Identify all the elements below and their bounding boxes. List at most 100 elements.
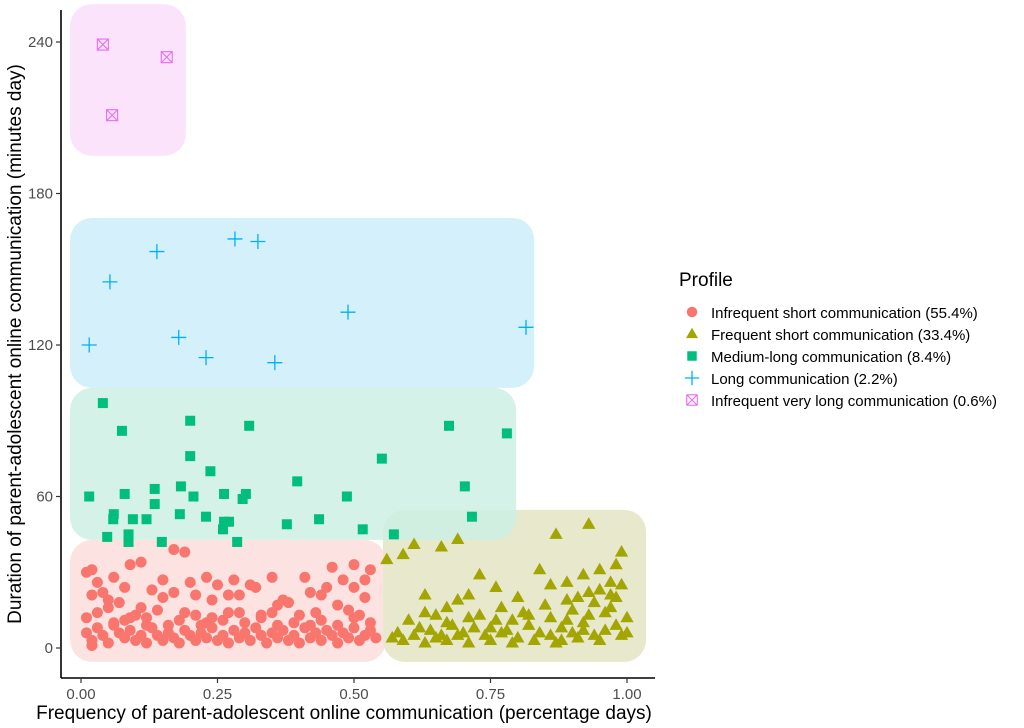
- axes: [60, 10, 655, 679]
- series-infrequent-short: [80, 544, 382, 651]
- y-tick-label: 240: [28, 34, 53, 51]
- data-point: [576, 567, 590, 580]
- data-point: [188, 491, 199, 502]
- data-point: [459, 481, 470, 492]
- data-point: [124, 624, 136, 636]
- data-point: [407, 537, 421, 550]
- data-point: [380, 552, 394, 565]
- legend-item-medium-long: Medium-long communication (8.4%): [687, 349, 951, 366]
- data-point: [440, 600, 454, 613]
- data-point: [407, 628, 421, 640]
- data-point: [292, 476, 303, 487]
- data-point: [222, 607, 234, 619]
- y-tick-label: 0: [45, 640, 53, 657]
- data-point: [396, 633, 410, 645]
- data-point: [483, 620, 498, 633]
- data-point: [255, 629, 267, 641]
- data-point: [272, 632, 284, 644]
- legend-label: Medium-long communication (8.4%): [711, 349, 951, 366]
- data-point: [593, 582, 607, 595]
- y-ticks: 0 60 120 180 240: [28, 34, 61, 657]
- data-point: [412, 620, 427, 633]
- data-point: [511, 630, 525, 643]
- data-point: [532, 562, 547, 575]
- data-point: [86, 589, 98, 601]
- data-point: [123, 536, 134, 547]
- data-point: [156, 536, 167, 547]
- data-point: [343, 604, 355, 616]
- data-point: [293, 609, 305, 621]
- data-point: [108, 619, 120, 631]
- data-point: [332, 599, 344, 611]
- data-point: [321, 581, 333, 593]
- data-point: [467, 620, 481, 633]
- data-point: [146, 622, 158, 634]
- data-point: [385, 630, 399, 643]
- data-point: [576, 615, 590, 628]
- data-point: [233, 607, 245, 619]
- data-points: [80, 38, 634, 651]
- data-point: [168, 586, 180, 598]
- data-point: [102, 637, 114, 649]
- data-point: [281, 519, 292, 530]
- data-point: [451, 628, 465, 640]
- data-point: [451, 532, 465, 544]
- data-point: [620, 610, 634, 623]
- data-point: [267, 355, 283, 371]
- data-point: [119, 581, 131, 593]
- data-point: [609, 618, 623, 630]
- data-point: [146, 584, 158, 596]
- data-point: [227, 231, 243, 247]
- data-point: [543, 610, 558, 623]
- data-point: [119, 614, 131, 626]
- legend-label: Frequent short communication (33.4%): [711, 327, 970, 344]
- data-point: [106, 109, 119, 122]
- data-point: [505, 635, 519, 648]
- data-point: [272, 599, 284, 611]
- series-frequent-short: [380, 517, 634, 648]
- data-point: [538, 598, 552, 610]
- data-point: [91, 607, 103, 619]
- data-point: [326, 561, 338, 573]
- data-point: [543, 628, 558, 640]
- data-point: [124, 559, 136, 571]
- data-point: [80, 627, 92, 639]
- data-point: [119, 632, 131, 644]
- data-point: [86, 564, 98, 576]
- data-point: [135, 602, 147, 614]
- series-medium-long: [84, 398, 512, 547]
- data-point: [299, 571, 311, 583]
- data-point: [190, 634, 202, 646]
- data-point: [494, 625, 509, 638]
- data-point: [157, 574, 169, 586]
- data-point: [396, 547, 410, 560]
- data-point: [391, 625, 405, 638]
- data-point: [489, 580, 503, 592]
- data-point: [91, 576, 103, 588]
- boxx-icon: [686, 394, 698, 406]
- data-point: [175, 481, 186, 492]
- legend-title: Profile: [679, 270, 733, 291]
- data-point: [201, 511, 212, 522]
- data-point: [560, 575, 574, 587]
- data-point: [620, 625, 634, 638]
- series-long: [81, 231, 534, 371]
- data-point: [337, 574, 349, 586]
- data-point: [593, 562, 607, 575]
- data-point: [108, 514, 119, 525]
- data-point: [359, 592, 371, 603]
- data-point: [489, 613, 503, 625]
- data-point: [418, 587, 432, 600]
- data-point: [157, 634, 169, 646]
- data-point: [201, 632, 213, 644]
- data-point: [582, 585, 596, 597]
- data-point: [401, 613, 416, 625]
- region-infrequent-very-long: [70, 4, 186, 156]
- data-point: [86, 639, 98, 651]
- data-point: [219, 488, 230, 499]
- data-point: [348, 581, 360, 593]
- data-point: [201, 571, 213, 583]
- data-point: [173, 637, 185, 649]
- series-infrequent-very-long: [96, 38, 173, 122]
